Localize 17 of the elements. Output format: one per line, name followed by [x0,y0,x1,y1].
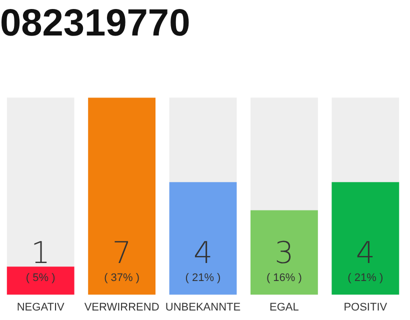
x-tick-label: EGAL [270,301,299,314]
annotation: ( 16% ) [266,272,302,284]
x-tick-label: VERWIRREND [84,301,160,314]
x-tick-label: UNBEKANNTE [165,301,241,314]
annotation: ( 21% ) [348,272,384,284]
bar [6,266,74,295]
x-tick-label: POSITIV [344,301,388,314]
annotation: ( 37% ) [104,272,140,284]
data-label: 3 [274,236,294,271]
data-label: 4 [193,236,213,271]
data-label: 7 [112,236,132,271]
annotation: ( 5% ) [26,272,56,284]
annotation: ( 21% ) [185,272,221,284]
data-label: 1 [31,236,50,271]
chart-title: 082319770 [0,2,190,44]
data-label: 4 [356,236,375,271]
x-tick-label: NEGATIV [16,301,65,314]
